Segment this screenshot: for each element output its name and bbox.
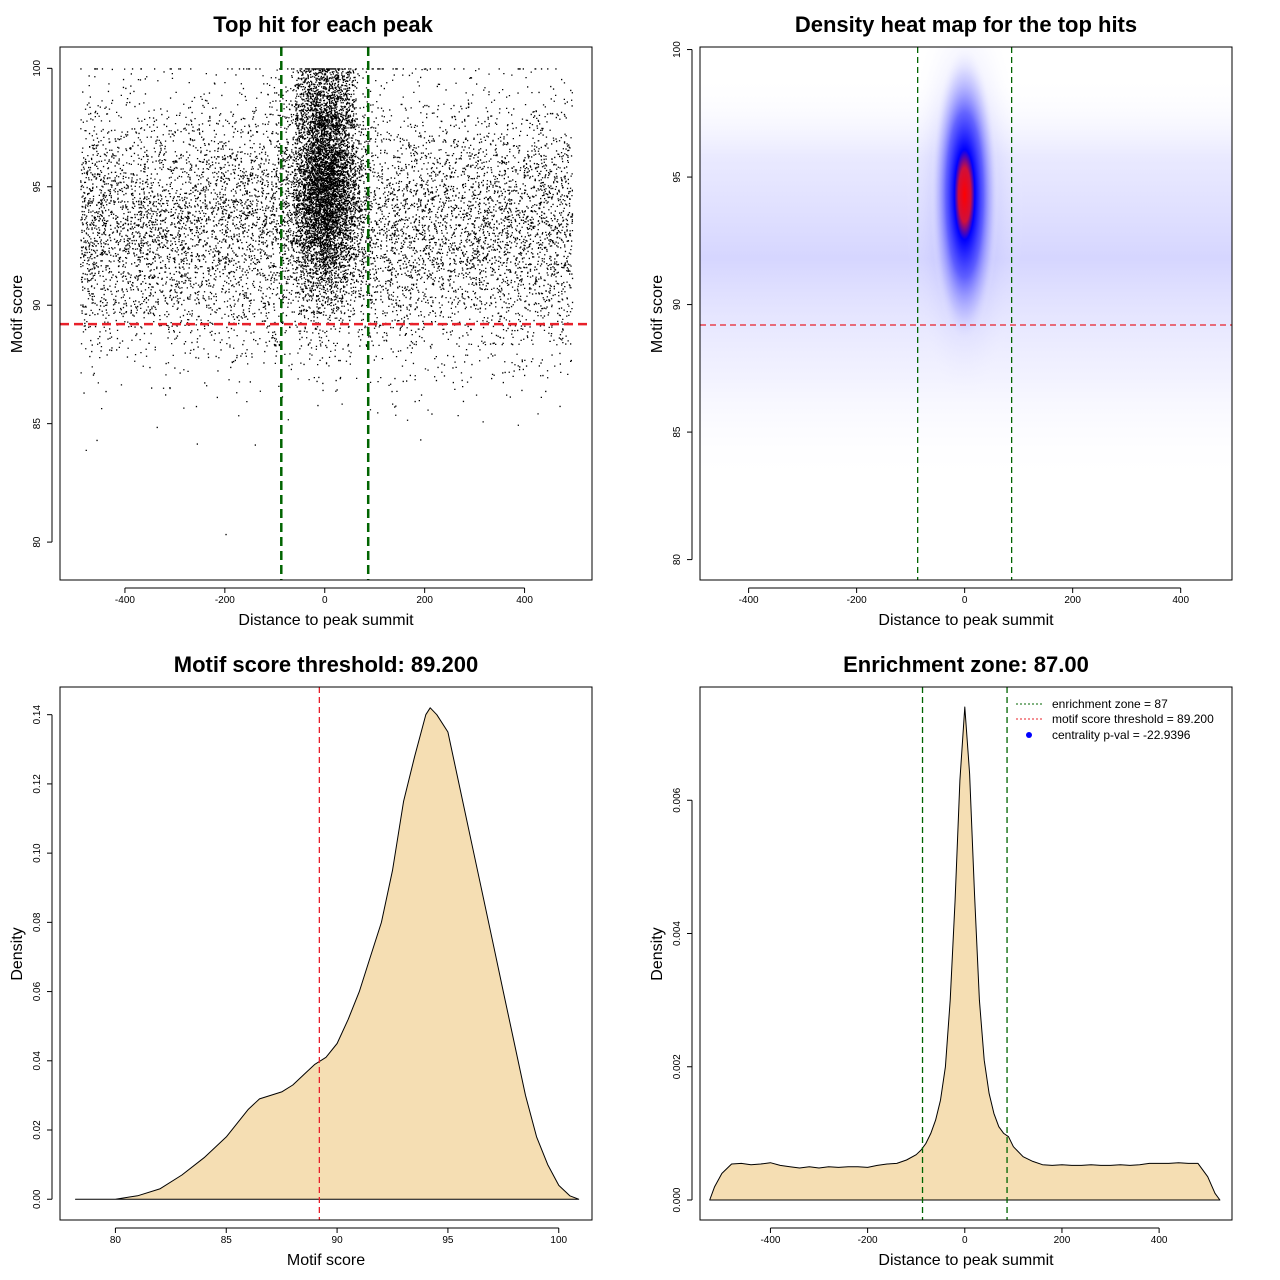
y-tick-label: 0.04: [32, 1051, 43, 1071]
y-tick-label: 0.08: [32, 912, 43, 932]
y-tick-label: 0.00: [32, 1189, 43, 1209]
axes: -400 -200 0 200 400 80 85 90 95 100: [32, 60, 533, 606]
reference-lines: [921, 687, 1008, 1220]
y-tick-label: 0.12: [32, 774, 43, 794]
plot-frame: [699, 686, 1233, 1221]
x-tick-label: 400: [516, 595, 533, 606]
x-tick-label: -400: [739, 595, 759, 606]
density-curve: [75, 707, 580, 1200]
y-tick-label: 100: [672, 41, 683, 58]
chart-title: Enrichment zone: 87.00: [843, 652, 1089, 677]
x-tick-label: 0: [962, 595, 968, 606]
y-axis-label: Motif score: [9, 275, 26, 353]
y-tick-label: 80: [32, 536, 43, 548]
x-axis-label: Distance to peak summit: [878, 612, 1054, 629]
y-tick-label: 0.000: [672, 1187, 683, 1212]
y-axis-label: Density: [649, 927, 666, 980]
y-tick-label: 0.006: [672, 787, 683, 812]
plot-frame: [59, 686, 593, 1221]
x-tick-label: 200: [416, 595, 433, 606]
y-tick-label: 85: [672, 426, 683, 438]
x-tick-label: 200: [1054, 1235, 1071, 1246]
reference-lines: [700, 47, 1232, 580]
y-tick-label: 0.14: [32, 705, 43, 725]
x-tick-label: 200: [1064, 595, 1081, 606]
density-curve: [709, 706, 1221, 1201]
scatter-panel: Top hit for each peak -400 -200 0 200 400 80 8…: [9, 12, 593, 629]
x-tick-label: -200: [215, 595, 235, 606]
legend-label: motif score threshold = 89.200: [1052, 712, 1214, 726]
legend-point-swatch: [1026, 732, 1032, 738]
distance-density-panel: Enrichment zone: 87.00 -400 -200 0 200 400 0.…: [649, 652, 1233, 1269]
y-tick-label: 85: [32, 418, 43, 430]
x-tick-label: -400: [115, 595, 135, 606]
legend-label: enrichment zone = 87: [1052, 697, 1168, 711]
legend-entry-motif-threshold: motif score threshold = 89.200: [1016, 712, 1214, 726]
plot-frame: [699, 46, 1233, 581]
y-tick-label: 80: [672, 554, 683, 566]
y-axis-label: Motif score: [649, 275, 666, 353]
axes: -400 -200 0 200 400 0.000 0.002 0.004 0.006: [672, 787, 1168, 1246]
x-tick-label: 90: [332, 1235, 344, 1246]
x-axis-label: Distance to peak summit: [878, 1252, 1054, 1269]
legend-label: centrality p-val = -22.9396: [1052, 728, 1191, 742]
x-tick-label: 0: [962, 1235, 968, 1246]
x-tick-label: 95: [442, 1235, 454, 1246]
x-tick-label: 85: [221, 1235, 233, 1246]
chart-title: Top hit for each peak: [213, 12, 433, 37]
chart-title: Motif score threshold: 89.200: [174, 652, 478, 677]
y-tick-label: 100: [32, 60, 43, 77]
scatter-point-cloud: [80, 68, 574, 536]
y-tick-label: 90: [32, 299, 43, 311]
score-density-panel: Motif score threshold: 89.200 80 85 90 95 10…: [9, 652, 593, 1269]
x-axis-label: Motif score: [287, 1252, 365, 1269]
heatmap-peak: [930, 47, 999, 345]
plot-frame: [59, 46, 593, 581]
y-tick-label: 0.02: [32, 1120, 43, 1140]
y-tick-label: 90: [672, 299, 683, 311]
density-area: [75, 707, 580, 1200]
x-tick-label: 100: [550, 1235, 567, 1246]
axes: -400 -200 0 200 400 80 85 90 95 100: [672, 41, 1189, 606]
x-tick-label: 0: [322, 595, 328, 606]
axes: 80 85 90 95 100 0.00 0.02 0.04 0.06 0.08 0.10 0.12 0…: [32, 705, 568, 1246]
heatmap-panel: Density heat map for the top hits -400 -2…: [649, 12, 1233, 629]
x-tick-label: 400: [1172, 595, 1189, 606]
x-tick-label: 80: [110, 1235, 122, 1246]
x-tick-label: -200: [858, 1235, 878, 1246]
y-tick-label: 0.004: [672, 921, 683, 946]
reference-lines: [60, 47, 592, 580]
x-tick-label: -400: [760, 1235, 780, 1246]
legend: enrichment zone = 87 motif score thresho…: [1016, 697, 1214, 742]
y-tick-label: 0.06: [32, 981, 43, 1001]
y-tick-label: 0.10: [32, 843, 43, 863]
x-tick-label: -200: [847, 595, 867, 606]
chart-title: Density heat map for the top hits: [795, 12, 1137, 37]
scatter-points: [80, 68, 574, 536]
y-axis-label: Density: [9, 927, 26, 980]
x-tick-label: 400: [1151, 1235, 1168, 1246]
y-tick-label: 95: [672, 171, 683, 183]
legend-entry-centrality: centrality p-val = -22.9396: [1026, 728, 1191, 742]
y-tick-label: 0.002: [672, 1054, 683, 1079]
legend-entry-enrichment-zone: enrichment zone = 87: [1016, 697, 1168, 711]
x-axis-label: Distance to peak summit: [238, 612, 414, 629]
y-tick-label: 95: [32, 181, 43, 193]
density-heatmap: [700, 47, 1232, 580]
density-area: [709, 706, 1221, 1201]
